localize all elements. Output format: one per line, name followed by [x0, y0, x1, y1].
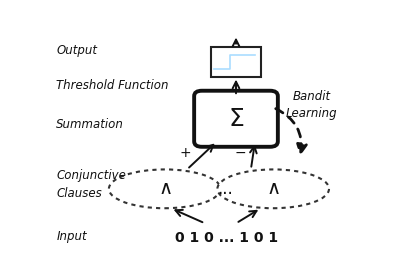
Text: Input: Input [56, 230, 87, 243]
Text: 0 1 0 ... 1 0 1: 0 1 0 ... 1 0 1 [175, 231, 278, 245]
Text: ...: ... [217, 180, 233, 198]
Text: $\wedge$: $\wedge$ [266, 179, 280, 198]
FancyBboxPatch shape [194, 91, 278, 147]
Ellipse shape [218, 169, 329, 208]
Text: Output: Output [56, 44, 97, 57]
Text: $\Sigma$: $\Sigma$ [228, 107, 244, 131]
FancyBboxPatch shape [211, 46, 261, 77]
Text: Summation: Summation [56, 118, 124, 131]
Text: −: − [235, 146, 246, 160]
Text: Bandit
Learning: Bandit Learning [286, 90, 338, 120]
FancyArrowPatch shape [276, 109, 306, 153]
Text: Threshold Function: Threshold Function [56, 79, 169, 92]
Text: +: + [179, 146, 191, 160]
Text: Conjunctive
Clauses: Conjunctive Clauses [56, 169, 126, 200]
Text: $\wedge$: $\wedge$ [158, 179, 172, 198]
Ellipse shape [109, 169, 220, 208]
